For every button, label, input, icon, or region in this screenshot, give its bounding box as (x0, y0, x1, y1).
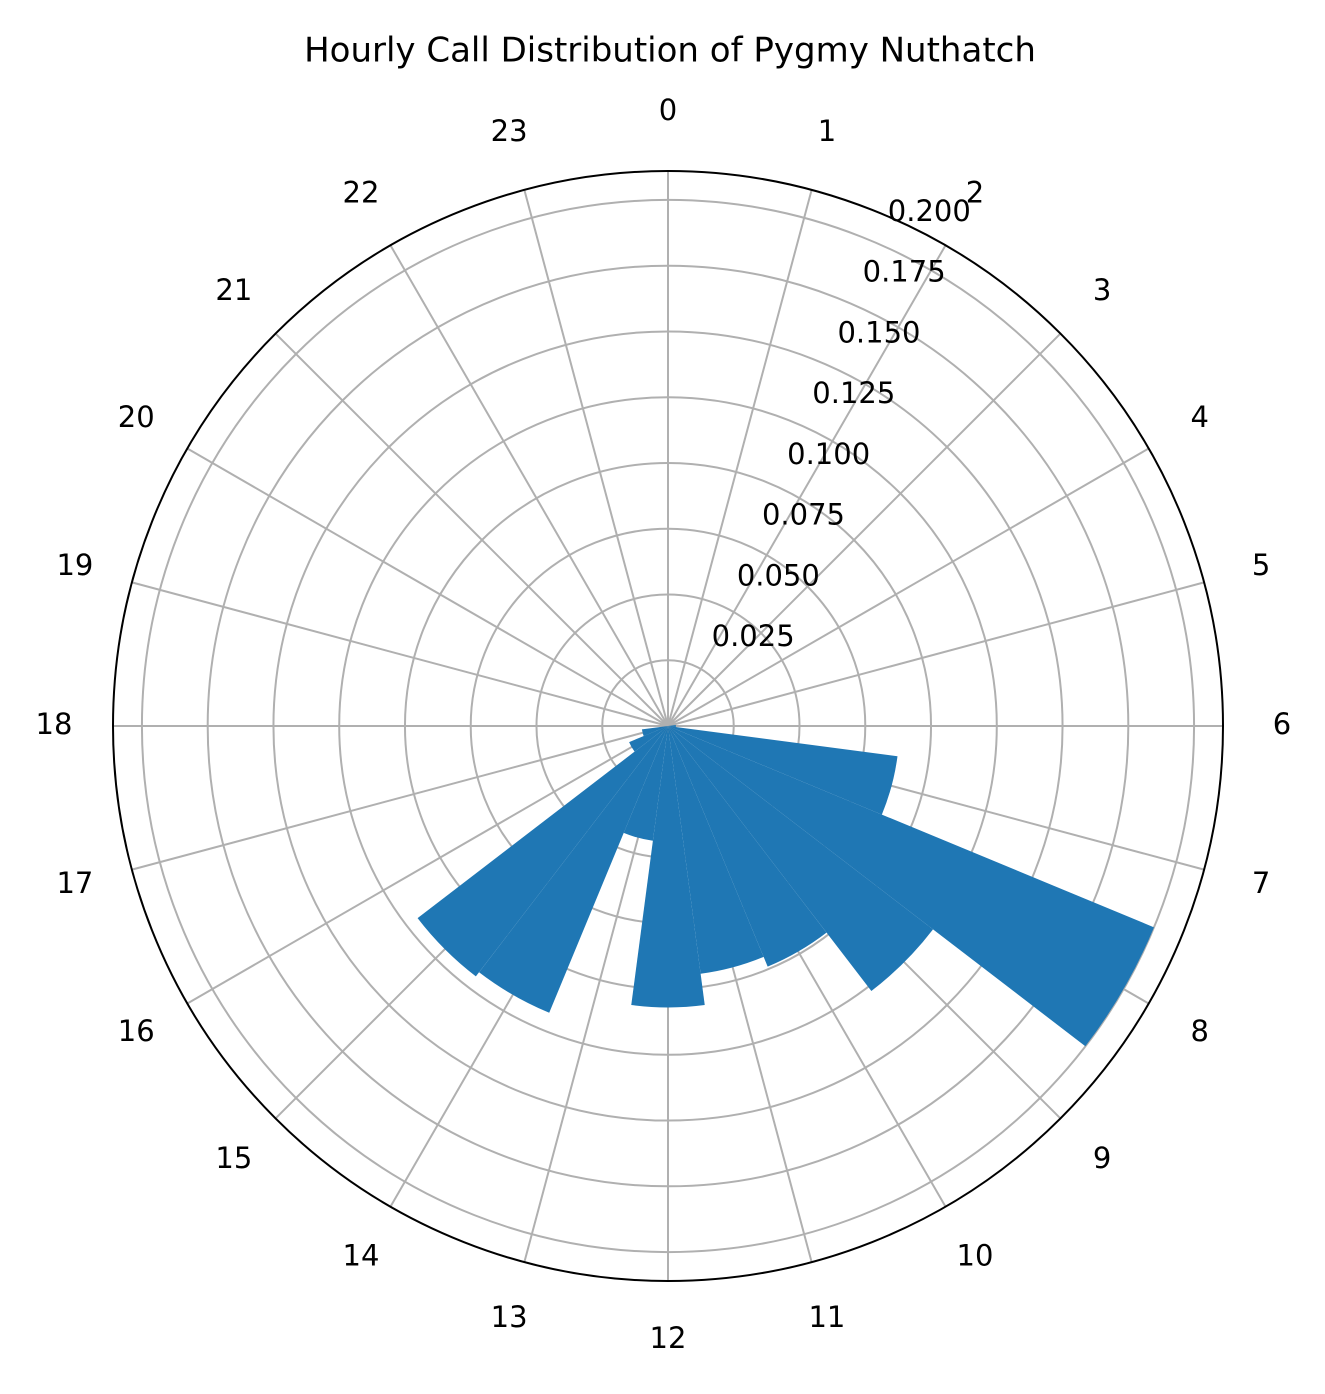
angle-tick-label: 4 (1191, 400, 1209, 434)
radial-tick-label: 0.125 (812, 376, 895, 410)
bar (623, 726, 668, 841)
bar (479, 726, 668, 1013)
angle-tick-label: 9 (1093, 1141, 1111, 1175)
grid-spoke (667, 244, 947, 727)
radial-tick-label: 0.025 (712, 619, 795, 653)
radial-tick-label: 0.200 (888, 194, 971, 228)
angle-tick-label: 0 (659, 93, 677, 127)
angle-tick-label: 1 (818, 114, 836, 148)
angle-tick-label: 13 (491, 1300, 528, 1334)
angle-tick-label: 12 (650, 1321, 687, 1355)
grid-spoke (667, 332, 1062, 727)
radial-tick-label: 0.050 (737, 558, 820, 592)
angle-tick-label: 10 (957, 1239, 994, 1273)
grid-spoke (186, 725, 669, 1005)
angle-tick-label: 21 (215, 273, 252, 307)
bar (417, 726, 668, 977)
bar (631, 726, 705, 1008)
angle-tick-label: 3 (1093, 273, 1111, 307)
grid-spoke (389, 244, 669, 727)
bar (668, 726, 764, 974)
grid-spoke (274, 332, 669, 727)
angle-tick-label: 8 (1191, 1014, 1209, 1048)
grid-spoke (667, 447, 1150, 727)
grid-spoke (131, 725, 669, 871)
polar-frame (112, 170, 1224, 1282)
bar (668, 724, 676, 728)
angle-tick-label: 16 (118, 1014, 155, 1048)
bar (629, 726, 668, 752)
bar (668, 726, 827, 967)
chart-title: Hourly Call Distribution of Pygmy Nuthat… (304, 31, 1036, 71)
bar (641, 726, 668, 737)
radial-tick-label: 0.175 (863, 255, 946, 289)
bar (668, 726, 934, 992)
grid-spoke (131, 581, 669, 727)
angle-tick-label: 14 (343, 1239, 380, 1273)
bar (668, 726, 898, 815)
angle-tick-label: 7 (1252, 866, 1270, 900)
angle-tick-label: 20 (118, 400, 155, 434)
radial-tick-label: 0.150 (837, 315, 920, 349)
radial-tick-label: 0.100 (787, 437, 870, 471)
angle-tick-label: 17 (56, 866, 93, 900)
angle-tick-label: 18 (36, 707, 73, 741)
grid-spoke (667, 189, 813, 727)
angle-tick-label: 11 (808, 1300, 845, 1334)
angle-tick-label: 22 (343, 175, 380, 209)
angle-tick-label: 15 (215, 1141, 252, 1175)
labels: 012345678910111213141516171819202122230.… (36, 93, 1292, 1355)
angle-tick-label: 23 (491, 114, 528, 148)
radial-tick-label: 0.075 (762, 498, 845, 532)
angle-tick-label: 2 (966, 175, 984, 209)
grid-spoke (667, 581, 1205, 727)
bar (668, 726, 1155, 1047)
grid-spoke (186, 447, 669, 727)
angle-tick-label: 19 (56, 548, 93, 582)
angle-tick-label: 6 (1273, 707, 1291, 741)
bars (417, 724, 1155, 1047)
grid-spoke (523, 189, 669, 727)
angle-tick-label: 5 (1252, 548, 1270, 582)
